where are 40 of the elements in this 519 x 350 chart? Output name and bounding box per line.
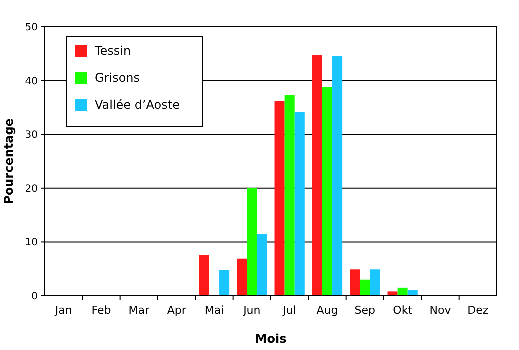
x-tick-label: Jan — [54, 304, 72, 317]
bar — [274, 101, 285, 296]
bar — [312, 56, 322, 296]
bar — [294, 112, 305, 296]
legend-label: Tessin — [94, 44, 132, 58]
x-tick-label: Aug — [316, 304, 338, 317]
x-tick-label: Okt — [393, 304, 414, 317]
y-tick-label: 20 — [25, 184, 38, 195]
bar — [398, 288, 408, 296]
x-tick-label: Jun — [242, 304, 261, 317]
bar — [350, 270, 360, 296]
x-tick-label: Apr — [167, 304, 187, 317]
y-tick-label: 0 — [32, 292, 38, 302]
x-tick-label: Dez — [468, 304, 489, 317]
bar — [322, 87, 333, 296]
x-tick-label: Sep — [354, 304, 376, 317]
y-tick-label: 50 — [25, 22, 38, 34]
y-axis-title: Pourcentage — [2, 118, 16, 204]
x-tick-label: Feb — [92, 304, 112, 317]
bar — [360, 280, 370, 296]
bar — [370, 270, 380, 296]
bar — [408, 290, 418, 296]
x-tick-label: Nov — [430, 304, 452, 317]
x-tick-label: Jul — [282, 304, 296, 317]
legend-label: Vallée d’Aoste — [95, 98, 180, 112]
y-tick-label: 30 — [25, 130, 38, 142]
x-tick-label: Mar — [128, 304, 150, 317]
bar — [257, 234, 268, 296]
y-tick-label: 40 — [25, 76, 38, 88]
bar — [247, 188, 258, 296]
legend-label: Grisons — [95, 71, 140, 86]
bar — [220, 270, 230, 296]
bar — [199, 255, 210, 296]
bar — [237, 258, 248, 296]
y-tick-label: 10 — [25, 238, 38, 249]
bar — [388, 292, 398, 296]
x-tick-label: Mai — [204, 304, 224, 317]
x-axis-title: Mois — [255, 332, 287, 346]
bar — [284, 95, 295, 296]
bar — [332, 56, 343, 296]
